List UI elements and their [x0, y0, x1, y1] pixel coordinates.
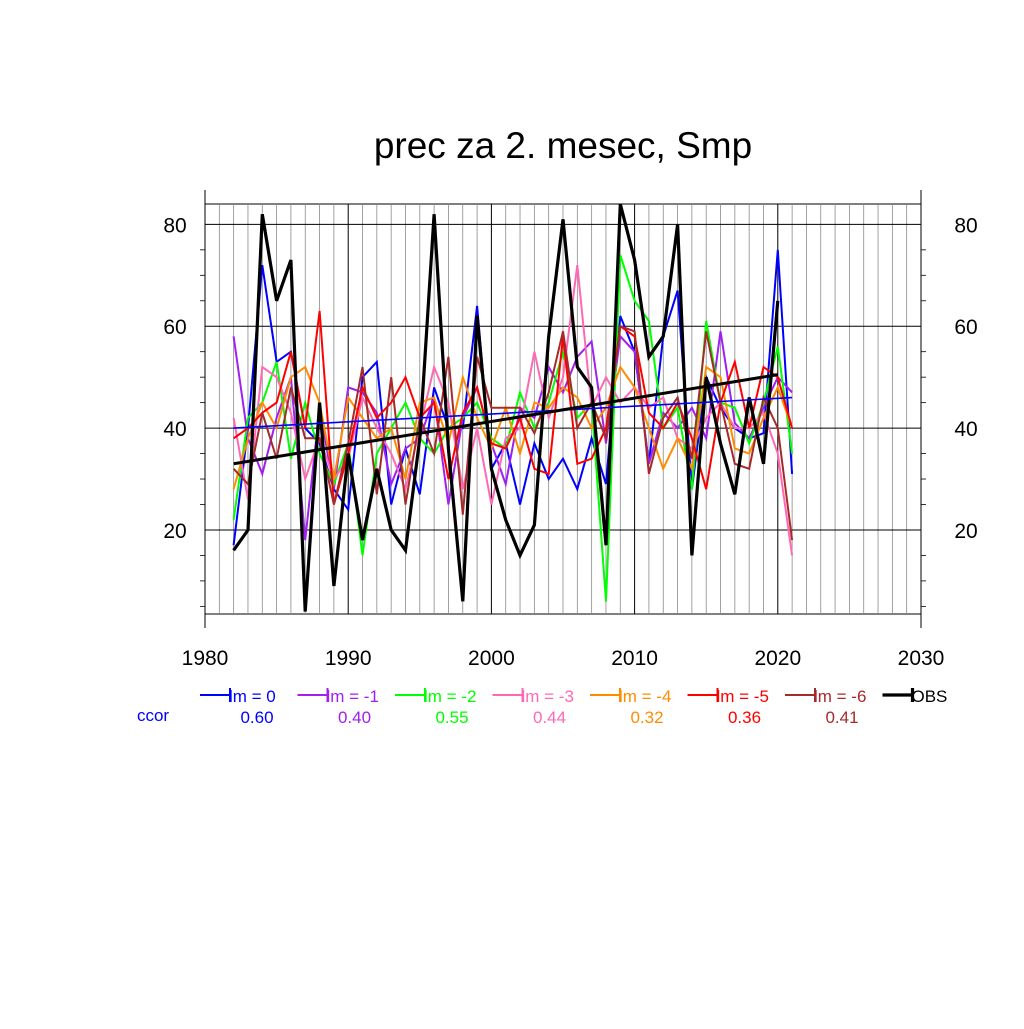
chart-title: prec za 2. mesec, Smp [374, 125, 752, 166]
y-tick-label-left: 60 [163, 316, 186, 339]
legend-label-1: lm = -1 [327, 687, 379, 706]
legend-label-4: lm = -4 [619, 687, 671, 706]
series-line-3 [232, 264, 794, 556]
legend: ccor lm = 0 0.60 lm = -1 0.40 lm = -2 0.55 lm … [137, 687, 947, 727]
x-tick-label: 2010 [611, 647, 658, 670]
y-tick-label-left: 20 [163, 520, 186, 543]
legend-ccor-0: 0.60 [240, 708, 273, 727]
legend-ccor-4: 0.32 [630, 708, 663, 727]
legend-ccor-6: 0.41 [825, 708, 858, 727]
x-tick-label: 1980 [182, 647, 229, 670]
legend-label-2: lm = -2 [424, 687, 476, 706]
legend-ccor-1: 0.40 [338, 708, 371, 727]
x-tick-label: 1990 [325, 647, 372, 670]
y-tick-label-right: 40 [954, 418, 977, 441]
legend-ccor-3: 0.44 [533, 708, 566, 727]
ccor-label: ccor [137, 706, 169, 725]
y-tick-label-right: 60 [954, 316, 977, 339]
y-tick-label-right: 20 [954, 520, 977, 543]
legend-label-3: lm = -3 [522, 687, 574, 706]
legend-ccor-5: 0.36 [728, 708, 761, 727]
y-tick-label-right: 80 [954, 214, 977, 237]
plot-series [232, 203, 794, 612]
series-line-6 [232, 324, 794, 541]
y-tick-label-left: 40 [163, 418, 186, 441]
legend-label-0: lm = 0 [229, 687, 276, 706]
trend-line-7 [233, 373, 779, 466]
series-line-7 [232, 203, 780, 612]
trend-line-0 [233, 396, 793, 429]
legend-ccor-2: 0.55 [435, 708, 468, 727]
x-tick-label: 2020 [754, 647, 801, 670]
legend-label-6: lm = -6 [814, 687, 866, 706]
x-tick-label: 2000 [468, 647, 515, 670]
x-tick-label: 2030 [898, 647, 945, 670]
y-tick-label-left: 80 [163, 214, 186, 237]
legend-label-5: lm = -5 [717, 687, 769, 706]
series-line-4 [232, 364, 794, 490]
legend-label-7: OBS [912, 687, 948, 706]
